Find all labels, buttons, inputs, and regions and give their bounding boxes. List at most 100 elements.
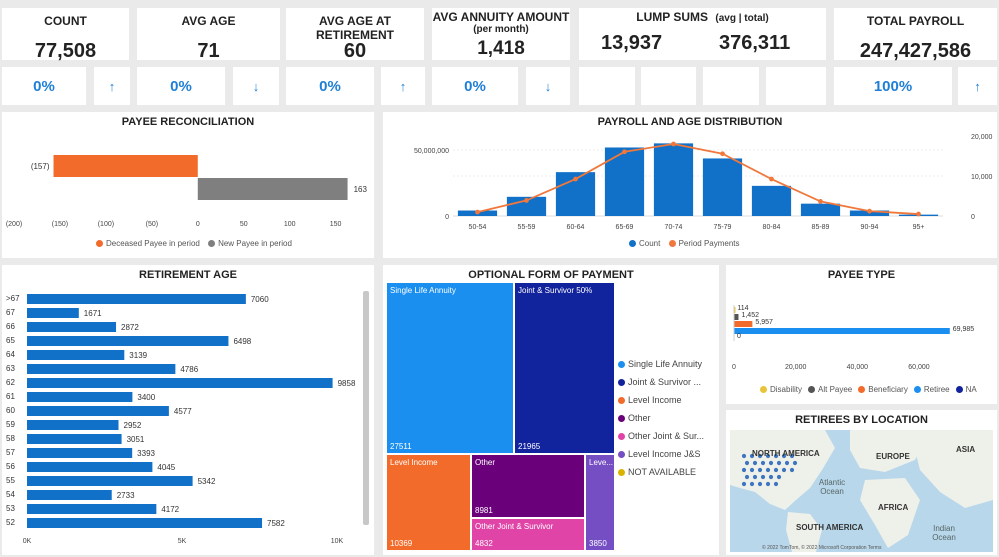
- legend-dot: [955, 386, 963, 393]
- location-marker[interactable]: [749, 467, 755, 473]
- location-marker[interactable]: [784, 460, 790, 466]
- location-marker[interactable]: [765, 453, 771, 459]
- location-marker[interactable]: [792, 460, 798, 466]
- legend-label: Level Income J&S: [628, 449, 701, 459]
- bar-age-63: [27, 364, 176, 374]
- x-tick-label: 20,000: [785, 364, 807, 371]
- cell-label: Single Life Annuity: [390, 286, 456, 295]
- cell-label: Other Joint & Survivor: [475, 522, 554, 531]
- x-tick-label: 70-74: [665, 224, 683, 231]
- map-label-asia: ASIA: [956, 445, 976, 454]
- treemap-cell-other-joint-survivor[interactable]: Other Joint & Survivor 4832: [471, 518, 585, 551]
- kpi-avg-value: 13,937: [601, 32, 663, 54]
- location-marker[interactable]: [760, 460, 766, 466]
- location-marker[interactable]: [741, 481, 747, 487]
- data-label: 69,985: [953, 326, 975, 333]
- y2-tick-label: 10,000: [971, 174, 993, 181]
- x-tick-label: 65-69: [616, 224, 634, 231]
- kpi-avg-age-change: 0%: [137, 67, 225, 105]
- arrow-down-icon: ↓: [526, 67, 570, 105]
- location-marker[interactable]: [768, 460, 774, 466]
- legend-dot: [618, 451, 625, 458]
- location-marker[interactable]: [773, 453, 779, 459]
- location-marker[interactable]: [765, 467, 771, 473]
- location-marker[interactable]: [773, 481, 779, 487]
- bar-new: [197, 178, 348, 200]
- legend-label: Count: [639, 239, 661, 248]
- data-label: 4045: [157, 463, 175, 472]
- retirement-age-chart: >67 7060 67 1671 66 2872 65 6498 64 3139 63 4786 62 9…: [6, 294, 356, 545]
- data-label: 4786: [180, 365, 198, 374]
- kpi-avg-annuity-change: 0%: [432, 67, 518, 105]
- location-marker[interactable]: [773, 467, 779, 473]
- asia-land: [905, 430, 993, 508]
- legend-dot: [96, 240, 103, 247]
- location-marker[interactable]: [752, 460, 758, 466]
- data-label: 7582: [267, 519, 285, 528]
- cell-value: 4832: [475, 539, 493, 548]
- location-marker[interactable]: [765, 481, 771, 487]
- location-marker[interactable]: [760, 474, 766, 480]
- location-marker[interactable]: [757, 453, 763, 459]
- location-marker[interactable]: [781, 467, 787, 473]
- location-marker[interactable]: [749, 481, 755, 487]
- location-marker[interactable]: [744, 474, 750, 480]
- y-tick-label: 50,000,000: [414, 148, 449, 155]
- south-america-land: [786, 512, 822, 552]
- legend-label: Other Joint & Sur...: [628, 431, 705, 441]
- treemap-cell-level-income[interactable]: Level Income 10369: [386, 454, 471, 551]
- legend-dot: [858, 386, 866, 393]
- cell-value: 27511: [390, 442, 412, 451]
- legend-item: Level Income: [618, 395, 682, 405]
- location-marker[interactable]: [768, 474, 774, 480]
- legend-item: Joint & Survivor ...: [618, 377, 701, 387]
- kpi-title: AVG AGE AT RETIREMENT: [316, 14, 394, 42]
- data-label: 2733: [117, 491, 135, 500]
- location-marker[interactable]: [744, 460, 750, 466]
- x-tick-label: 40,000: [847, 364, 869, 371]
- location-marker[interactable]: [741, 467, 747, 473]
- kpi-title: AVG AGE: [181, 14, 236, 28]
- kpi-subtitle: (avg | total): [715, 13, 769, 24]
- empty-tile: [766, 67, 826, 105]
- location-marker[interactable]: [757, 467, 763, 473]
- bar-85-89: [800, 203, 841, 216]
- location-marker[interactable]: [781, 453, 787, 459]
- chart-legend: Deceased Payee in period New Payee in pe…: [90, 239, 292, 248]
- cell-value: 10369: [390, 539, 413, 548]
- bar-age-66: [27, 322, 117, 332]
- location-marker[interactable]: [741, 453, 747, 459]
- point-period-payments: [671, 141, 676, 147]
- world-map[interactable]: NORTH AMERICA EUROPE ASIA Atlantic Ocean…: [730, 430, 993, 552]
- location-marker[interactable]: [776, 460, 782, 466]
- kpi-lump-sums: LUMP SUMS (avg | total) 13,937 376,311: [579, 8, 826, 60]
- location-marker[interactable]: [789, 467, 795, 473]
- treemap-cell-single-life[interactable]: Single Life Annuity 27511: [386, 282, 514, 454]
- arrow-up-icon: ↑: [958, 67, 997, 105]
- kpi-title: AVG ANNUITY AMOUNT: [432, 10, 570, 24]
- y-tick-label: 64: [6, 350, 15, 359]
- legend-dot: [618, 469, 625, 476]
- bar-age-62: [27, 378, 333, 388]
- point-period-payments: [475, 209, 480, 215]
- cell-value: 3850: [589, 539, 607, 548]
- treemap-cell-level-income-js[interactable]: Leve... 3850: [585, 454, 615, 551]
- location-marker[interactable]: [757, 481, 763, 487]
- treemap-cell-joint-survivor[interactable]: Joint & Survivor 50% 21965: [514, 282, 615, 454]
- y-tick-label: 66: [6, 322, 15, 331]
- location-marker[interactable]: [752, 474, 758, 480]
- treemap-cell-other[interactable]: Other 8981: [471, 454, 585, 518]
- location-marker[interactable]: [749, 453, 755, 459]
- x-tick-label: 10K: [331, 538, 344, 545]
- location-marker[interactable]: [789, 453, 795, 459]
- scrollbar[interactable]: [363, 291, 369, 525]
- kpi-count: COUNT 77,508: [2, 8, 129, 62]
- cell-value: 21965: [518, 442, 541, 451]
- kpi-subtitle: (per month): [473, 24, 529, 35]
- bar-80-84: [751, 185, 792, 216]
- location-marker[interactable]: [776, 474, 782, 480]
- bar-age-57: [27, 448, 133, 458]
- data-label: 5342: [198, 477, 216, 486]
- empty-tile: [703, 67, 759, 105]
- data-label: 1,452: [741, 312, 759, 319]
